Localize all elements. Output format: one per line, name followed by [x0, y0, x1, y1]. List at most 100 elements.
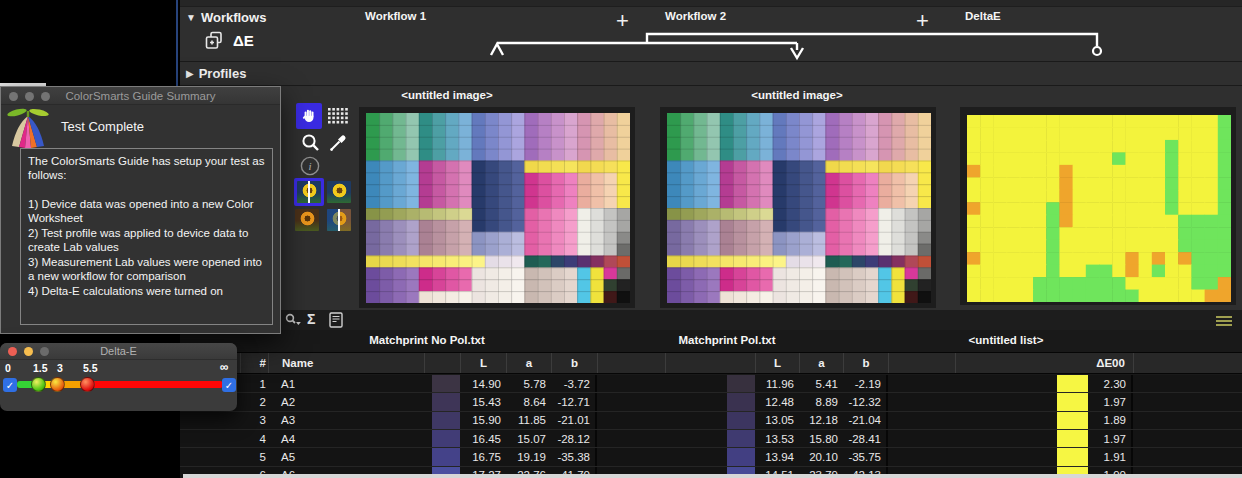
table-header-row: # Name L a b L a b ΔE00: [180, 352, 1242, 374]
delta-e-window-title: Delta-E: [100, 345, 137, 357]
view-mode-compare-button[interactable]: [326, 207, 352, 233]
table-row[interactable]: 3A315.9011.85-21.0113.0512.18-21.041.89: [180, 412, 1242, 430]
delta-e-titlebar[interactable]: Delta-E: [0, 343, 237, 360]
report-button[interactable]: [329, 312, 343, 328]
test-chart-image-1: [366, 113, 630, 303]
sigma-stats-button[interactable]: Σ: [307, 311, 315, 327]
color-swatch: [727, 375, 755, 392]
cell-l1: 16.45: [460, 430, 506, 447]
close-button[interactable]: [9, 92, 18, 101]
list-title-2[interactable]: Matchprint Pol.txt: [678, 334, 775, 346]
cell-l2: 13.53: [755, 430, 799, 447]
image-title-2: <untitled image>: [751, 89, 842, 101]
cell-a1: 11.85: [506, 412, 551, 429]
cell-de: 1.89: [1088, 412, 1133, 429]
slider-knob-1[interactable]: [31, 377, 46, 392]
view-mode-single-button[interactable]: [326, 179, 352, 205]
cell-b1: -12.71: [551, 393, 597, 410]
scale-label-3: 3: [57, 362, 63, 374]
slider-knob-3[interactable]: [80, 377, 95, 392]
color-swatch: [1057, 393, 1088, 410]
zoom-tool-button[interactable]: [297, 129, 323, 155]
info-button[interactable]: i: [297, 153, 323, 179]
pane-options-icon[interactable]: [1216, 316, 1232, 328]
eyedropper-tool-button[interactable]: [325, 129, 351, 155]
cell-num: 2: [240, 393, 268, 410]
cell-a2: 20.10: [799, 448, 843, 465]
color-swatch: [432, 412, 460, 429]
color-swatch: [1057, 412, 1088, 429]
cell-b2: -12.32: [843, 393, 888, 410]
table-row[interactable]: 1A114.905.78-3.7211.965.41-2.192.30: [180, 375, 1242, 393]
left-checkbox[interactable]: ✓: [3, 378, 17, 392]
eyedropper-icon: [329, 133, 348, 152]
cell-num: 5: [240, 448, 268, 465]
delta-e-window: Delta-E 0 1.5 3 5.5 ∞ ✓ ✓: [0, 343, 237, 411]
col-header-b1[interactable]: b: [551, 353, 597, 373]
grid-tool-button[interactable]: [325, 103, 351, 129]
col-header-name[interactable]: Name: [268, 353, 424, 373]
view-mode-proof-button[interactable]: [294, 207, 320, 233]
right-checkbox[interactable]: ✓: [222, 378, 236, 392]
cell-de: 1.97: [1088, 430, 1133, 447]
scale-label-5.5: 5.5: [83, 362, 98, 374]
image-viewer-2[interactable]: [660, 107, 936, 308]
loupe-dropdown-icon[interactable]: [285, 313, 301, 327]
table-row[interactable]: 5A516.7519.19-35.3813.9420.10-35.751.91: [180, 448, 1242, 466]
cell-num: 4: [240, 430, 268, 447]
table-row[interactable]: 2A215.438.64-12.7112.488.89-12.321.97: [180, 393, 1242, 411]
slider-knob-2[interactable]: [50, 377, 65, 392]
cell-l1: 16.75: [460, 448, 506, 465]
list-title-1[interactable]: Matchprint No Pol.txt: [369, 334, 485, 346]
hand-tool-button[interactable]: [296, 103, 322, 129]
list-title-3[interactable]: <untitled list>: [969, 334, 1044, 346]
cell-b1: -35.38: [551, 448, 597, 465]
cell-a2: 5.41: [799, 375, 843, 392]
cell-b2: -35.75: [843, 448, 888, 465]
profiles-header[interactable]: ▶ Profiles: [186, 66, 246, 81]
col-header-b2[interactable]: b: [843, 353, 888, 373]
worksheet-table-section: Σ Matchprint No Pol.txt Matchprint Pol.t…: [180, 310, 1242, 478]
profiles-section: ▶ Profiles: [180, 63, 1242, 86]
zoom-button[interactable]: [41, 92, 50, 101]
cell-l1: 14.90: [460, 375, 506, 392]
cell-b2: -21.04: [843, 412, 888, 429]
cell-name: A5: [268, 448, 424, 465]
delta-e-gradient-slider[interactable]: [17, 381, 223, 388]
image-viewer-1[interactable]: [359, 107, 635, 308]
cell-a1: 19.19: [506, 448, 551, 465]
summary-item-4: 4) Delta-E calculations were turned on: [28, 284, 265, 298]
cell-name: A2: [268, 393, 424, 410]
sunflower-compare-thumb-icon: [327, 209, 351, 231]
sunflower-thumb-icon: [327, 181, 351, 203]
cell-a1: 15.07: [506, 430, 551, 447]
color-swatch: [432, 430, 460, 447]
view-mode-split-button[interactable]: [294, 178, 324, 206]
scale-label-1.5: 1.5: [33, 362, 48, 374]
close-button[interactable]: [8, 347, 17, 356]
summary-intro: The ColorSmarts Guide has setup your tes…: [28, 154, 265, 183]
cell-a1: 8.64: [506, 393, 551, 410]
minimize-button[interactable]: [24, 347, 33, 356]
image-viewer-3[interactable]: [960, 107, 1236, 305]
cell-b2: -2.19: [843, 375, 888, 392]
cell-a1: 5.78: [506, 375, 551, 392]
background-window-border: [176, 0, 178, 86]
cell-b2: -28.41: [843, 430, 888, 447]
delta-e-map-image: [967, 115, 1231, 302]
color-swatch: [432, 448, 460, 465]
col-header-a1[interactable]: a: [506, 353, 551, 373]
colorsmarts-summary-dialog: ColorSmarts Guide Summary Test Complete …: [0, 86, 281, 334]
table-row[interactable]: 4A416.4515.07-28.1213.5315.80-28.411.97: [180, 430, 1242, 448]
cell-b1: -28.12: [551, 430, 597, 447]
col-header-a2[interactable]: a: [799, 353, 843, 373]
zoom-button[interactable]: [40, 347, 49, 356]
col-header-l2[interactable]: L: [755, 353, 799, 373]
cell-a2: 12.18: [799, 412, 843, 429]
sunflower-split-thumb-icon: [297, 181, 321, 203]
dialog-titlebar[interactable]: ColorSmarts Guide Summary: [1, 87, 280, 105]
col-header-l1[interactable]: L: [460, 353, 506, 373]
col-header-num[interactable]: #: [240, 353, 268, 373]
col-header-de00[interactable]: ΔE00: [1088, 353, 1133, 373]
minimize-button[interactable]: [25, 92, 34, 101]
